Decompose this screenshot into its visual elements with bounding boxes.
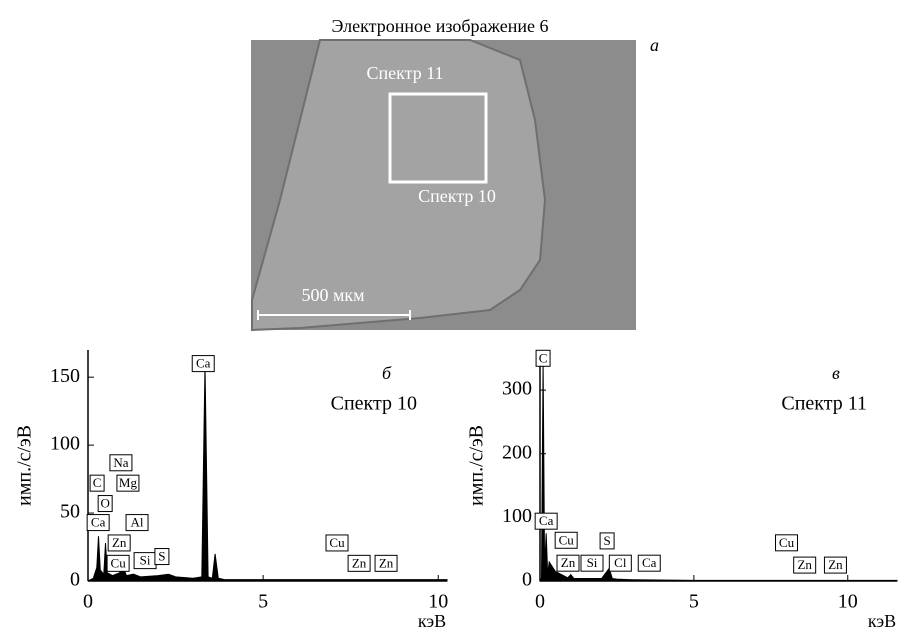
y-tick-label: 200 <box>502 441 532 463</box>
peak-label: Na <box>113 455 128 470</box>
peak-label: S <box>158 549 165 564</box>
y-axis-label: имп./с/эВ <box>466 425 488 506</box>
peak-label: Cu <box>559 532 575 547</box>
scale-bar-label: 500 мкм <box>301 285 364 305</box>
peak-label: Si <box>140 553 151 568</box>
peak-label: Al <box>131 515 144 530</box>
peak-label: Zn <box>828 557 843 572</box>
x-tick-label: 0 <box>83 591 93 613</box>
y-tick-label: 100 <box>50 433 80 455</box>
y-tick-label: 100 <box>502 505 532 527</box>
peak-label: Cu <box>779 535 795 550</box>
x-axis-label: кэВ <box>418 611 446 631</box>
peak-label: C <box>93 475 102 490</box>
peak-label: S <box>603 533 610 548</box>
peak-label: Cu <box>111 555 127 570</box>
spectrum-label: Спектр 10 <box>418 186 496 206</box>
x-tick-label: 5 <box>689 591 699 613</box>
spectrum-label: Спектр 11 <box>366 63 443 83</box>
x-axis-label: кэВ <box>868 611 896 631</box>
x-tick-label: 0 <box>535 591 545 613</box>
peak-label: Ca <box>539 513 554 528</box>
peak-label: Zn <box>379 555 394 570</box>
spectrum-name: Спектр 10 <box>331 393 417 415</box>
y-tick-label: 150 <box>50 365 80 387</box>
panel-label: а <box>650 35 659 55</box>
y-tick-label: 0 <box>522 569 532 591</box>
peak-label: Zn <box>797 557 812 572</box>
peak-label: Cu <box>329 535 345 550</box>
y-tick-label: 0 <box>70 569 80 591</box>
peak-label: Cl <box>614 555 627 570</box>
peak-label: Mg <box>119 475 138 490</box>
x-tick-label: 10 <box>838 591 858 613</box>
peak-label: Zn <box>561 555 576 570</box>
x-tick-label: 10 <box>428 591 448 613</box>
spectrum-name: Спектр 11 <box>781 393 867 415</box>
y-tick-label: 50 <box>60 501 80 523</box>
x-tick-label: 5 <box>258 591 268 613</box>
peak-label: Zn <box>352 555 367 570</box>
peak-label: Zn <box>112 535 127 550</box>
y-axis-label: имп./с/эВ <box>14 425 36 506</box>
peak-label: Ca <box>642 555 657 570</box>
peak-label: Si <box>587 555 598 570</box>
figure: Электронное изображение 6 Спектр 11 Спек… <box>0 0 901 635</box>
y-tick-label: 300 <box>502 378 532 400</box>
peak-label: Ca <box>196 356 211 371</box>
peak-label: Ca <box>91 515 106 530</box>
panel-label: б <box>382 363 392 383</box>
panel-label: в <box>832 363 840 383</box>
peak-label: O <box>100 496 109 511</box>
image-title: Электронное изображение 6 <box>332 16 549 36</box>
peak-label: C <box>539 350 548 365</box>
